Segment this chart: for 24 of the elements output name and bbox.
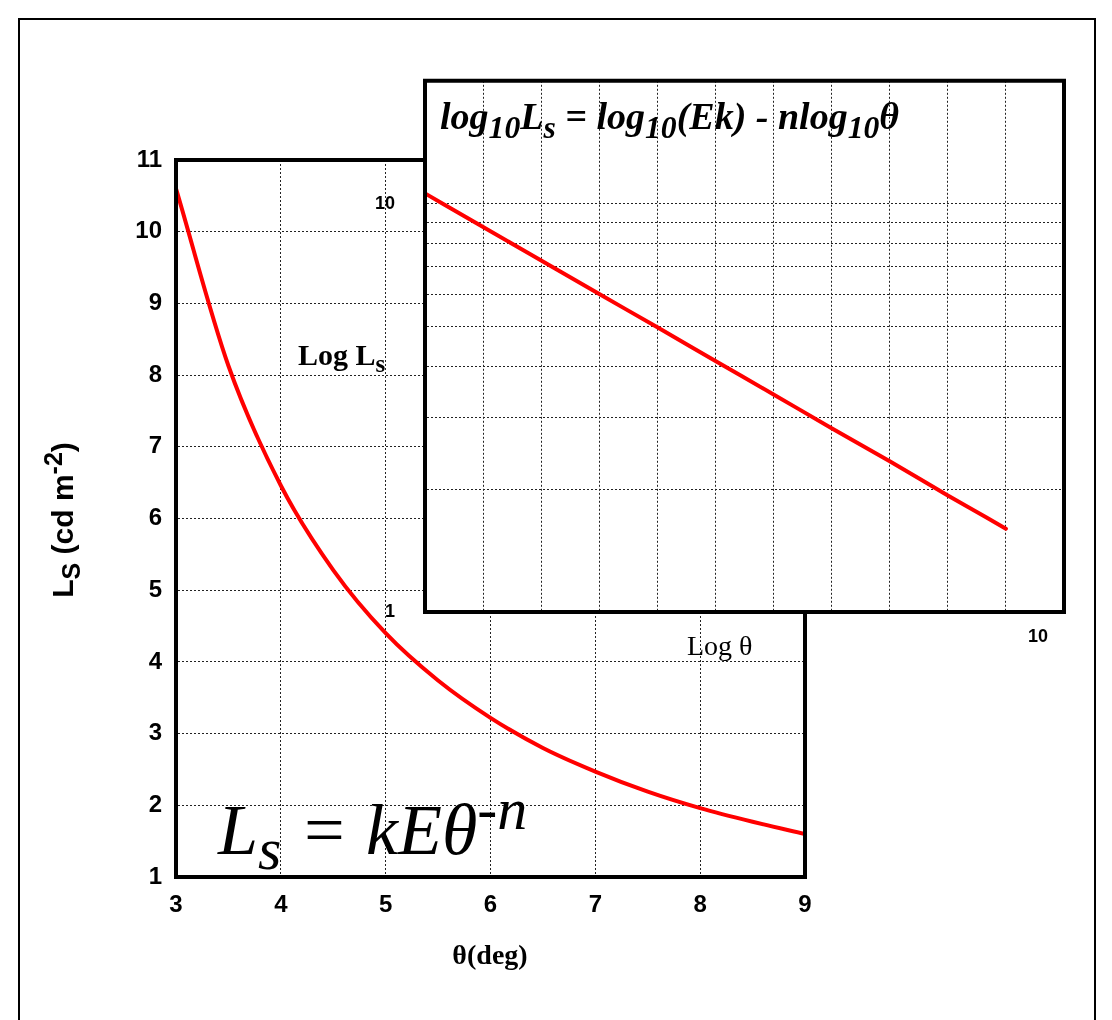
annotation: L$_{s}$ = kEθ$^{-n}$: [218, 775, 528, 885]
x-tick-label: 7: [588, 890, 603, 918]
x-axis-title: Log θ: [687, 630, 753, 662]
y-tick-label: 3: [148, 718, 162, 746]
y-tick-label: 10: [135, 216, 162, 244]
x-tick-label: 8: [693, 890, 707, 918]
y-tick-label: 5: [148, 574, 162, 602]
y-tick-label: 11: [136, 144, 162, 172]
x-axis-title: θ(deg): [452, 939, 528, 971]
y-tick-label: 1: [384, 600, 395, 621]
y-axis-title: Log L$_{s}$: [298, 338, 386, 378]
y-tick-label: 8: [148, 359, 162, 387]
x-tick-label: 3: [169, 890, 183, 918]
y-tick-label: 9: [148, 288, 162, 316]
text: 10: [1028, 626, 1049, 646]
y-tick-label: 7: [148, 431, 162, 459]
y-tick-label: 4: [148, 646, 163, 674]
y-tick-label: 1: [148, 861, 162, 889]
y-tick-label: 2: [148, 789, 162, 817]
x-tick-label: 9: [798, 890, 812, 918]
x-tick-label: 6: [483, 890, 498, 918]
y-tick-label: 6: [148, 503, 162, 531]
annotation: 10: [488, 109, 521, 145]
x-tick-label: 4: [274, 890, 289, 918]
